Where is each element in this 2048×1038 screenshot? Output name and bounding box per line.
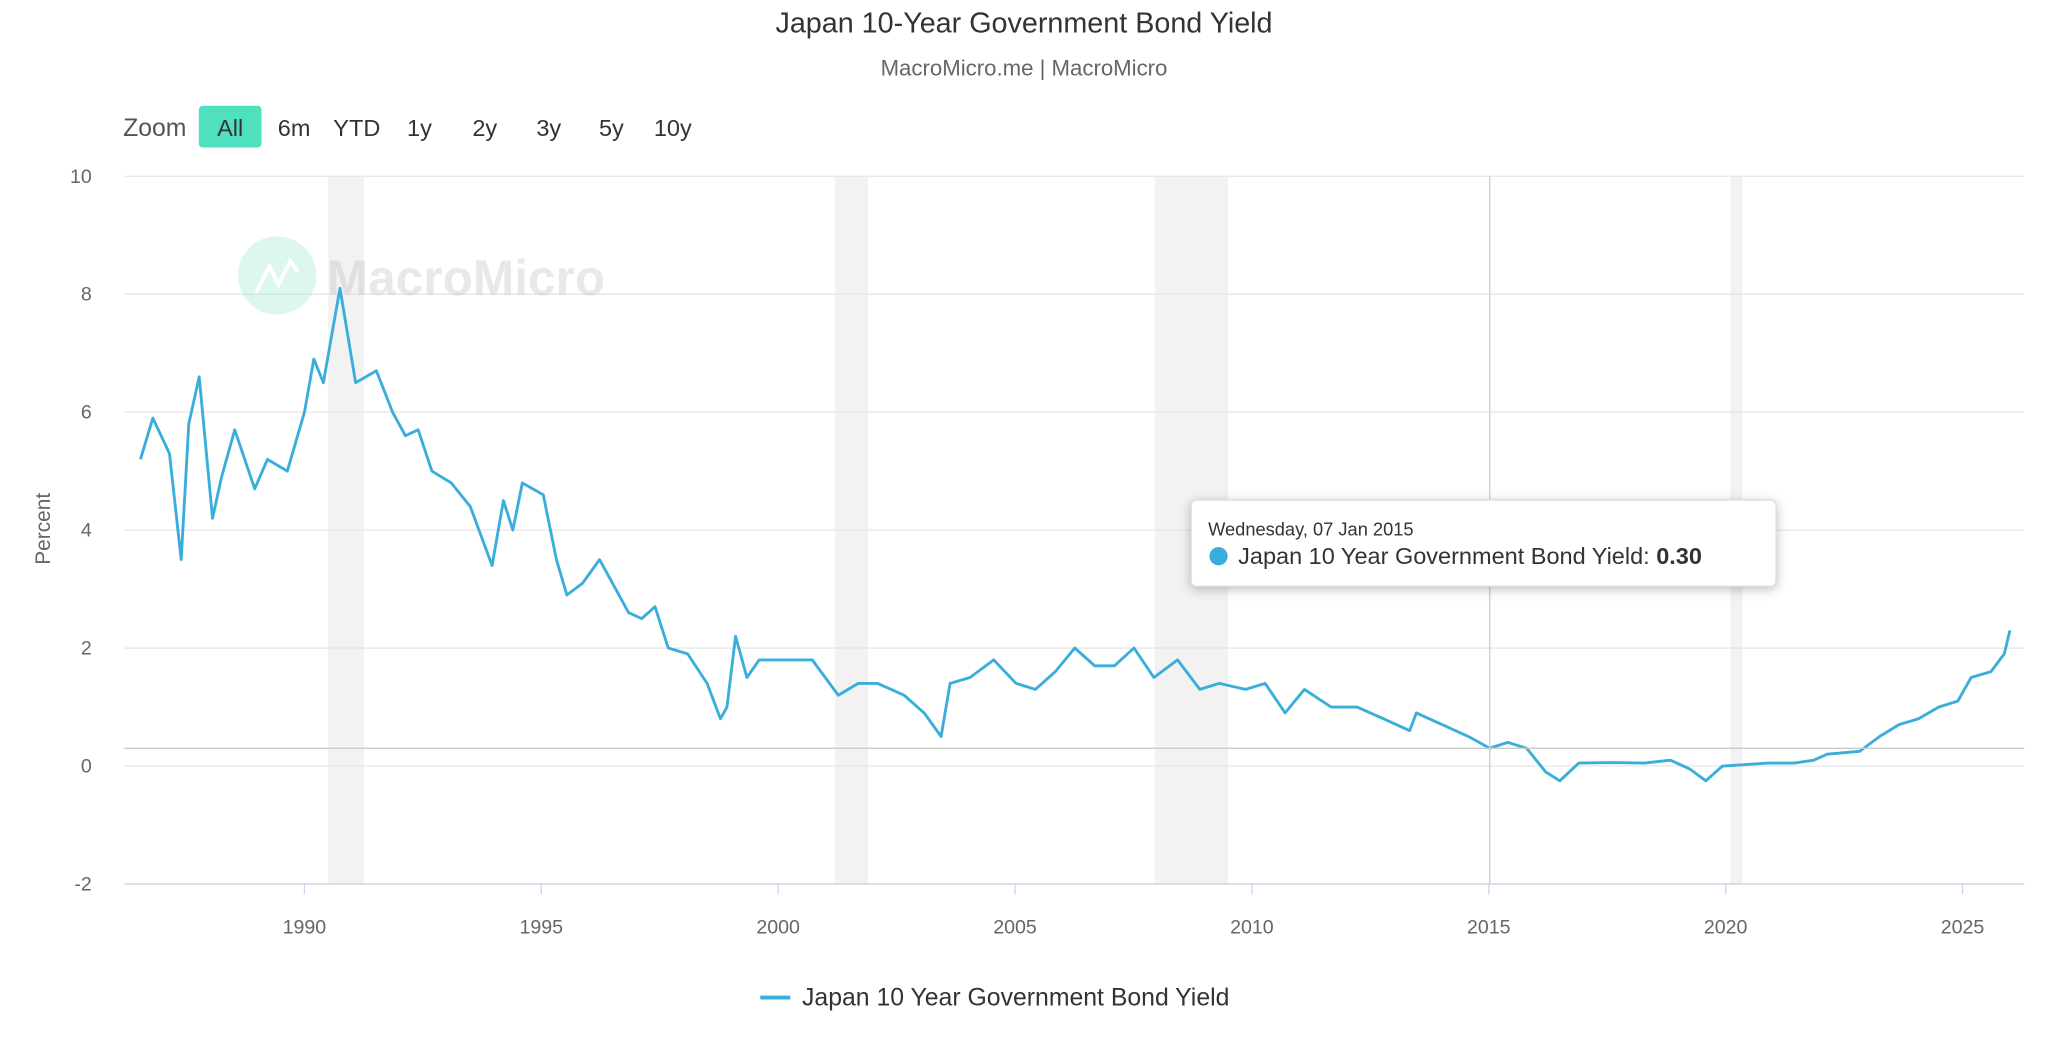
zoom-controls: Zoom All 6m YTD 1y 2y 3y 5y 10y bbox=[123, 105, 692, 148]
watermark-logo-mark bbox=[254, 257, 300, 294]
y-tick-label: 8 bbox=[81, 284, 92, 306]
tooltip: Wednesday, 07 Jan 2015 Japan 10 Year Gov… bbox=[1190, 499, 1777, 587]
watermark: MacroMicro bbox=[237, 236, 605, 315]
y-tick-label: 4 bbox=[81, 520, 92, 542]
zoom-button-all[interactable]: All bbox=[198, 105, 262, 148]
zoom-button-active-bg bbox=[198, 105, 262, 148]
x-tick-label: 1995 bbox=[520, 917, 564, 939]
y-tick-label: -2 bbox=[74, 873, 91, 895]
x-tick-label: 2000 bbox=[756, 917, 800, 939]
zoom-button-label[interactable]: YTD bbox=[333, 115, 380, 141]
y-tick-label: 6 bbox=[81, 402, 92, 424]
series-line bbox=[139, 286, 2012, 783]
x-tick-label: 2020 bbox=[1704, 917, 1748, 939]
watermark-text: MacroMicro bbox=[327, 250, 605, 306]
zoom-button-label[interactable]: 1y bbox=[407, 115, 432, 141]
zoom-button-label[interactable]: 2y bbox=[472, 115, 497, 141]
zoom-button-5y[interactable]: 5y bbox=[599, 115, 624, 141]
tooltip-date: Wednesday, 07 Jan 2015 bbox=[1208, 518, 1413, 539]
zoom-button-label[interactable]: 10y bbox=[654, 115, 692, 141]
zoom-button-3y[interactable]: 3y bbox=[536, 115, 561, 141]
tooltip-value: 0.30 bbox=[1656, 543, 1702, 569]
zoom-button-2y[interactable]: 2y bbox=[472, 115, 497, 141]
x-tick-label: 2025 bbox=[1941, 917, 1985, 939]
zoom-button-10y[interactable]: 10y bbox=[654, 115, 692, 141]
zoom-button-label[interactable]: 6m bbox=[278, 115, 311, 141]
zoom-button-ytd[interactable]: YTD bbox=[333, 115, 380, 141]
zoom-label: Zoom bbox=[123, 115, 186, 142]
zoom-button-1y[interactable]: 1y bbox=[407, 115, 432, 141]
watermark-logo-icon bbox=[237, 236, 317, 315]
x-tick-label: 2010 bbox=[1230, 917, 1274, 939]
x-tick-label: 1990 bbox=[283, 917, 327, 939]
tooltip-line: Japan 10 Year Government Bond Yield: 0.30 bbox=[1238, 543, 1702, 569]
legend-label[interactable]: Japan 10 Year Government Bond Yield bbox=[802, 984, 1229, 1011]
tooltip-series-marker-icon bbox=[1209, 547, 1228, 566]
tooltip-series-name: Japan 10 Year Government Bond Yield: bbox=[1238, 543, 1650, 569]
zoom-button-label[interactable]: 3y bbox=[536, 115, 561, 141]
x-tick-label: 2015 bbox=[1467, 917, 1511, 939]
x-tick-label: 2005 bbox=[993, 917, 1037, 939]
y-tick-label: 2 bbox=[81, 638, 92, 660]
chart-title: Japan 10-Year Government Bond Yield bbox=[775, 8, 1272, 40]
y-axis-label: Percent bbox=[32, 493, 55, 565]
legend-item[interactable]: Japan 10 Year Government Bond Yield bbox=[760, 984, 1229, 1011]
zoom-button-6m[interactable]: 6m bbox=[278, 115, 311, 141]
zoom-button-label[interactable]: All bbox=[217, 115, 243, 141]
chart-subtitle: MacroMicro.me | MacroMicro bbox=[881, 56, 1168, 81]
y-tick-label: 0 bbox=[81, 756, 92, 778]
y-tick-label: 10 bbox=[70, 166, 92, 188]
zoom-button-label[interactable]: 5y bbox=[599, 115, 624, 141]
